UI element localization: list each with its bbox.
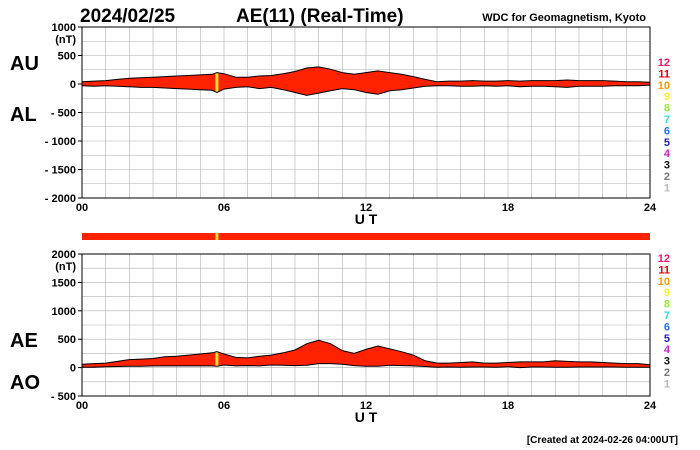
station-count-label: 4: [664, 148, 671, 160]
station-count-label: 4: [664, 344, 671, 356]
station-count-label: 11: [658, 68, 670, 80]
station-count-label: 11: [658, 264, 670, 276]
y-tick-label: 2000: [52, 249, 76, 261]
highlight-mark: [215, 351, 219, 367]
x-tick-label: 12: [360, 400, 372, 412]
y-tick-label: - 2000: [45, 193, 76, 205]
station-count-label: 6: [664, 125, 670, 137]
y-unit-label: (nT): [55, 34, 76, 46]
y-tick-label: 0: [70, 79, 76, 91]
x-tick-label: 06: [218, 202, 230, 214]
y-tick-label: - 500: [51, 391, 76, 403]
plot-frame: [81, 253, 651, 397]
au-al-panel: 1000 500 0 - 500 - 1000 - 1500 - 2000 (nT) 00 06 1…: [10, 22, 657, 227]
station-count-label: 7: [664, 114, 670, 126]
station-count-label: 5: [664, 333, 670, 345]
series-line-ae: [81, 339, 651, 366]
x-tick-label: 24: [644, 202, 657, 214]
series-line-ao: [82, 363, 650, 369]
x-tick-label: 00: [76, 400, 88, 412]
station-count-label: 9: [664, 287, 670, 299]
x-tick-label: 12: [360, 202, 372, 214]
station-count-label: 9: [664, 91, 670, 103]
station-count-label: 5: [664, 137, 670, 149]
x-tick-label: 24: [644, 400, 657, 412]
index-title: AE(11) (Real-Time): [236, 6, 404, 27]
station-count-label: 2: [664, 367, 670, 379]
y-tick-label: 0: [70, 363, 76, 375]
series-label-lower: AL: [10, 104, 37, 126]
y-tick-label: 500: [58, 51, 76, 63]
station-count-label: 10: [658, 276, 670, 288]
station-count-label: 1: [664, 182, 670, 194]
series-label-upper: AE: [10, 330, 38, 352]
x-tick-label: 06: [218, 400, 230, 412]
station-count-label: 1: [664, 378, 670, 390]
station-count-label: 12: [658, 57, 670, 69]
x-tick-label: 00: [76, 202, 88, 214]
strip-bar: [82, 233, 650, 240]
x-tick-label: 18: [502, 400, 514, 412]
station-count-label: 8: [664, 299, 670, 311]
y-tick-label: 1000: [52, 306, 76, 318]
station-count-label: 3: [664, 356, 670, 368]
y-tick-label: 1000: [52, 22, 76, 34]
series-line-au: [81, 66, 651, 83]
series-label-lower: AO: [10, 372, 40, 394]
ae-ao-panel: 2000 1500 1000 500 0 - 500 (nT) 00 06 12 18 24 U T AE…: [10, 249, 657, 425]
station-count-label: 2: [664, 171, 670, 183]
strip-highlight: [215, 233, 219, 240]
station-count-label: 12: [658, 253, 670, 265]
y-tick-label: 1500: [52, 277, 76, 289]
y-tick-label: - 1000: [45, 136, 76, 148]
created-timestamp: [Created at 2024-02-26 04:00UT]: [527, 435, 678, 446]
y-tick-label: 500: [58, 334, 76, 346]
series-label-upper: AU: [10, 53, 39, 75]
x-axis-label: U T: [355, 211, 378, 227]
highlight-mark: [215, 72, 219, 93]
y-unit-label: (nT): [55, 261, 76, 273]
station-count-label: 8: [664, 103, 670, 115]
station-count-label: 10: [658, 80, 670, 92]
x-axis-label: U T: [355, 409, 378, 425]
y-tick-label: - 500: [51, 108, 76, 120]
station-count-label: 6: [664, 321, 670, 333]
source-label: WDC for Geomagnetism, Kyoto: [482, 12, 646, 24]
x-tick-label: 18: [502, 202, 514, 214]
series-line-al: [81, 84, 651, 96]
station-strip: [82, 233, 650, 240]
series-band: [82, 340, 650, 368]
station-count-label: 3: [664, 160, 670, 172]
y-tick-label: - 1500: [45, 165, 76, 177]
date-title: 2024/02/25: [80, 6, 176, 27]
station-count-label: 7: [664, 310, 670, 322]
